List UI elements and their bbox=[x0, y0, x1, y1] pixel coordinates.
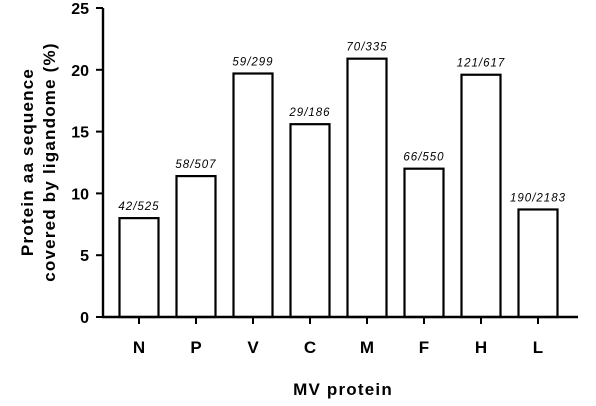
bar-label-l: 190/2183 bbox=[510, 192, 566, 204]
bar-m bbox=[346, 57, 388, 319]
y-axis-title: Protein aa sequence covered by ligandome… bbox=[18, 42, 59, 281]
bar-label-p: 58/507 bbox=[175, 159, 216, 171]
x-tick-label-n: N bbox=[133, 338, 145, 357]
y-tick-label: 15 bbox=[71, 125, 89, 142]
bar-n bbox=[118, 217, 160, 319]
y-axis-title-line-1: Protein aa sequence bbox=[18, 68, 37, 256]
bar-label-f: 66/550 bbox=[403, 152, 444, 164]
bar-label-m: 70/335 bbox=[346, 42, 387, 54]
x-axis-title: MV protein bbox=[293, 380, 393, 399]
y-axis-title-line-2: covered by ligandome (%) bbox=[40, 42, 59, 281]
y-tick-label: 25 bbox=[71, 1, 89, 18]
bar-label-h: 121/617 bbox=[457, 58, 506, 70]
y-tick-label: 10 bbox=[71, 186, 89, 203]
bar-h bbox=[460, 73, 502, 319]
y-tick-label: 0 bbox=[80, 310, 89, 327]
x-tick-label-m: M bbox=[360, 338, 374, 357]
y-tick-label: 5 bbox=[80, 248, 89, 265]
bar-f bbox=[403, 167, 445, 319]
bar-c bbox=[289, 123, 331, 319]
bar-label-n: 42/525 bbox=[118, 201, 159, 213]
bar-l bbox=[517, 208, 559, 319]
y-tick-label: 20 bbox=[71, 63, 89, 80]
x-tick-label-c: C bbox=[304, 338, 316, 357]
x-tick-label-p: P bbox=[190, 338, 201, 357]
x-tick-label-h: H bbox=[475, 338, 487, 357]
bar-label-c: 29/186 bbox=[288, 107, 330, 119]
bar-label-v: 59/299 bbox=[232, 57, 273, 69]
bars: 42/525 58/507 59/299 29/186 70/335 66/550 121/… bbox=[118, 42, 566, 319]
bar-p bbox=[175, 174, 217, 319]
x-tick-label-l: L bbox=[533, 338, 543, 357]
x-tick-label-v: V bbox=[247, 338, 259, 357]
bar-v bbox=[232, 72, 274, 319]
x-tick-label-f: F bbox=[419, 338, 429, 357]
y-axis-ticks: 0 5 10 15 20 25 bbox=[71, 1, 103, 327]
